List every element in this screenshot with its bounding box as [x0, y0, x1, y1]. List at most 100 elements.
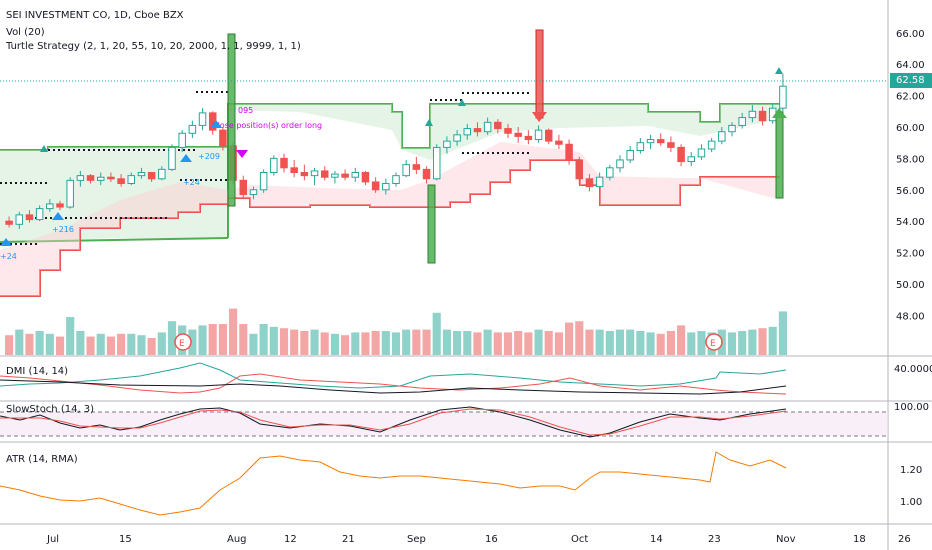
volume-bar	[249, 333, 258, 355]
candle	[748, 105, 757, 123]
up-signal-icon	[0, 238, 12, 246]
candle	[656, 133, 665, 146]
profit-label-top: 095	[238, 106, 253, 115]
stop-levels	[0, 91, 532, 245]
earnings-marker[interactable]	[705, 333, 723, 351]
strategy-indicator-label[interactable]: Turtle Strategy (2, 1, 20, 55, 10, 20, 2…	[6, 41, 301, 52]
candle	[402, 159, 410, 178]
earnings-marker[interactable]	[174, 333, 192, 351]
candle	[697, 144, 706, 160]
volume-bar	[239, 324, 248, 355]
volume-bar	[412, 329, 421, 355]
candle	[758, 106, 767, 126]
candle	[738, 112, 746, 129]
candlesticks	[5, 73, 787, 229]
trade-profit-label: +24	[0, 252, 17, 261]
dmi-indicator-label[interactable]: DMI (14, 14)	[6, 366, 69, 377]
candle	[310, 167, 319, 186]
volume-bar	[493, 332, 502, 355]
candle	[137, 167, 146, 179]
candle	[412, 156, 421, 175]
entry-exit-signals	[227, 29, 787, 264]
down-signal-icon	[236, 150, 248, 158]
price-axis-tick: 54.00	[896, 217, 925, 228]
volume-bar	[391, 332, 401, 355]
candle	[687, 152, 696, 167]
candle	[361, 170, 370, 186]
trade-labels: +216 +209 +24 +24 Close position(s) orde…	[0, 106, 322, 261]
volume-bar	[381, 331, 390, 355]
candle	[331, 170, 339, 184]
volume-bar	[218, 324, 227, 355]
candle	[25, 210, 34, 223]
volume-bar	[371, 331, 380, 355]
volume-bar	[15, 329, 24, 355]
volume-bar	[55, 336, 65, 355]
volume-bar	[361, 332, 370, 355]
price-axis[interactable]: 66.00 64.00 62.00 60.00 58.00 56.00 54.00 52.00…	[896, 29, 925, 322]
candle	[504, 123, 512, 138]
stoch-pane	[0, 406, 787, 438]
candle	[585, 174, 594, 192]
dmi-pane	[0, 362, 787, 395]
candle	[280, 153, 288, 173]
candle	[15, 211, 24, 229]
candle	[514, 127, 522, 143]
candle	[219, 127, 227, 151]
volume-bar	[25, 333, 34, 355]
atr-line	[0, 451, 787, 516]
volume-bar	[697, 331, 706, 355]
candle	[239, 175, 248, 200]
volume-bar	[503, 332, 513, 355]
atr-indicator-label[interactable]: ATR (14, RMA)	[6, 454, 78, 465]
volume-bar	[117, 333, 126, 355]
stoch-indicator-label[interactable]: SlowStoch (14, 3)	[6, 404, 95, 415]
volume-bar	[778, 311, 787, 355]
volume-bar	[45, 333, 54, 355]
trend-marker-icon	[425, 119, 433, 126]
dmi-plus-line	[0, 362, 787, 389]
earnings-markers[interactable]: E E	[174, 333, 723, 351]
candle	[198, 108, 207, 131]
long-exit-arrow	[427, 184, 436, 264]
up-signal-icon	[210, 120, 222, 128]
time-axis-label: 21	[342, 534, 355, 545]
candle	[779, 73, 787, 112]
volume-bars	[5, 308, 787, 355]
candle	[35, 205, 44, 222]
price-axis-tick: 64.00	[896, 60, 925, 71]
candle	[626, 145, 634, 164]
candle	[158, 166, 166, 181]
candle	[432, 144, 441, 181]
up-signal-icon	[52, 212, 64, 220]
candle	[463, 123, 472, 140]
dmi-axis-tick: 40.0000	[894, 364, 932, 375]
candle	[728, 122, 736, 137]
candle	[382, 178, 390, 195]
last-price-badge: 62.58	[890, 73, 932, 88]
candle	[351, 167, 360, 182]
trend-marker-icon	[775, 67, 783, 74]
symbol-title[interactable]: SEI INVESTMENT CO, 1D, Cboe BZX	[6, 10, 184, 21]
volume-bar	[86, 336, 95, 355]
volume-bar	[748, 329, 757, 355]
time-axis[interactable]: Jul 15 Aug 12 21 Sep 16 Oct 14 23 Nov 18…	[46, 534, 911, 545]
volume-indicator-label[interactable]: Vol (20)	[6, 27, 45, 38]
volume-bar	[554, 332, 563, 355]
volume-bar	[463, 331, 472, 355]
candle	[341, 169, 349, 181]
price-axis-tick: 50.00	[896, 280, 925, 291]
atr-axis-tick: 1.00	[900, 497, 922, 508]
candle	[707, 137, 716, 153]
order-label: Close position(s) order long	[212, 121, 322, 130]
time-axis-label: 23	[708, 534, 721, 545]
volume-bar	[595, 329, 604, 355]
candle	[473, 122, 482, 137]
volume-bar	[758, 328, 767, 355]
candle	[290, 159, 298, 178]
price-axis-tick: 60.00	[896, 123, 925, 134]
volume-bar	[646, 332, 655, 355]
volume-bar	[422, 329, 431, 355]
volume-bar	[473, 332, 482, 355]
